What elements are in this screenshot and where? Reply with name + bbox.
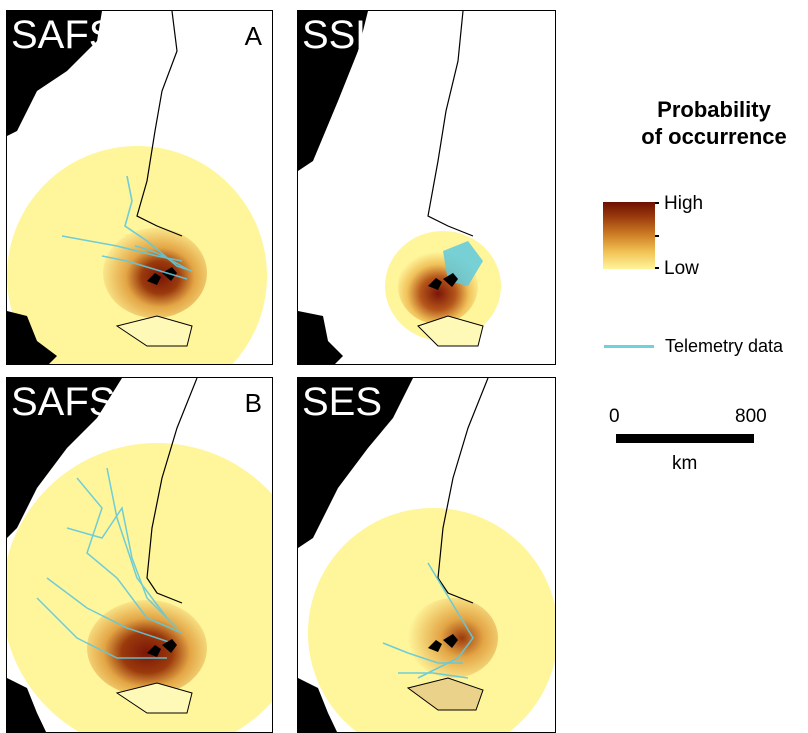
scale-end-label: 800 (735, 406, 767, 427)
map-canvas (298, 378, 555, 732)
legend-title-line-1: Probability (657, 97, 771, 122)
landmass-southwest (298, 678, 338, 732)
legend-title: Probability of occurrence (624, 96, 804, 150)
island-south (115, 315, 193, 347)
landmass-west (7, 11, 102, 136)
map-canvas (7, 378, 272, 732)
falkland-islands (147, 639, 177, 657)
island-south (417, 315, 484, 347)
ramp-tick-high (655, 202, 659, 204)
landmass-west (298, 378, 413, 548)
telemetry-legend-line (604, 345, 654, 348)
panel-species-label: SSL (302, 13, 378, 57)
falkland-islands (428, 634, 458, 652)
map-panel-ses: SES (297, 377, 556, 733)
landmass-west (7, 378, 122, 538)
panel-species-label: SAFS (11, 13, 116, 57)
map-canvas (7, 11, 267, 364)
falkland-islands (428, 273, 458, 290)
scale-start-label: 0 (609, 406, 620, 427)
telemetry-tracks (61, 175, 193, 280)
panel-letter-label: A (244, 21, 262, 51)
ramp-tick-low (655, 267, 659, 269)
map-panel-safs-b: SAFS B (6, 377, 273, 733)
telemetry-tracks (382, 562, 474, 679)
coastline (427, 11, 474, 237)
island-south (115, 682, 193, 714)
map-panel-safs-a: SAFS A (6, 10, 273, 365)
telemetry-legend-label: Telemetry data (665, 336, 784, 356)
panel-species-label: SAFS (11, 380, 116, 424)
legend-low-label: Low (664, 258, 699, 279)
coastline (136, 11, 183, 237)
landmass-southwest (7, 678, 47, 732)
panel-species-label: SES (302, 380, 383, 424)
landmass-southwest (7, 311, 57, 364)
map-panel-ssl: SSL (297, 10, 556, 365)
scale-bar (616, 434, 754, 443)
legend-title-line-2: of occurrence (641, 124, 787, 149)
coastline (437, 378, 489, 604)
probability-field (7, 443, 272, 732)
scale-unit-label: km (672, 453, 698, 474)
probability-color-ramp (603, 202, 655, 269)
telemetry-tracks (36, 467, 183, 659)
probability-core (87, 600, 207, 696)
coastline (146, 378, 198, 604)
legend-high-label: High (664, 193, 704, 214)
panel-letter-label: B (244, 388, 262, 418)
landmass-southwest (298, 311, 343, 364)
map-canvas (298, 11, 501, 364)
landmass-west (298, 11, 368, 171)
island-south (406, 677, 484, 711)
ramp-tick-mid (655, 235, 659, 237)
